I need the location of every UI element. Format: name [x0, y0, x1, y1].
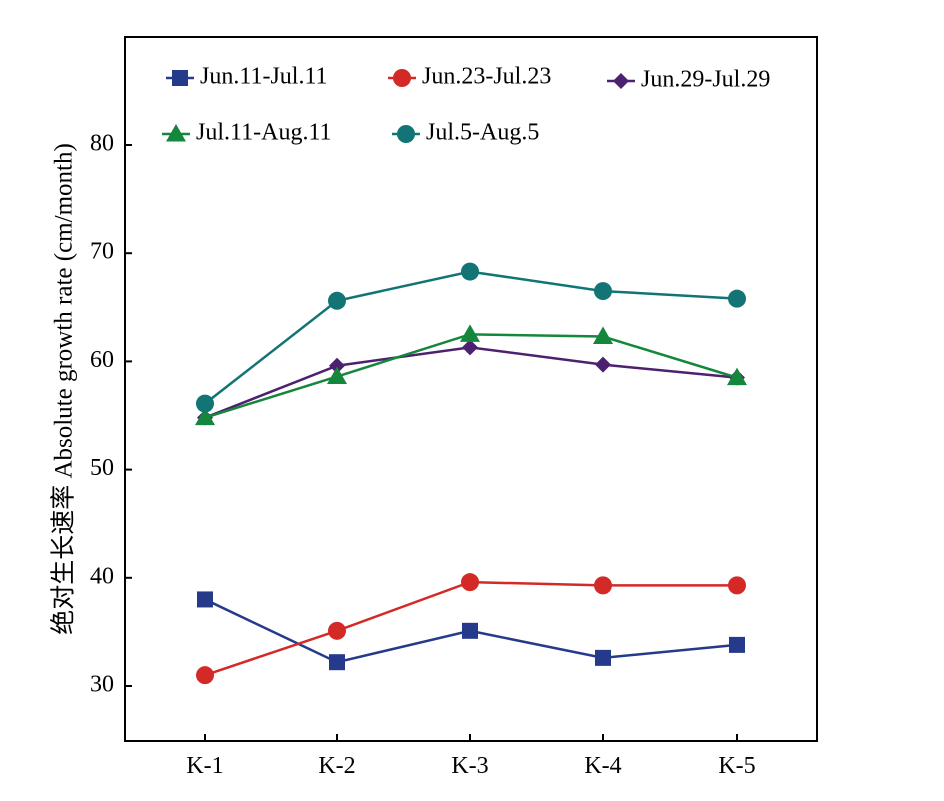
data-point [197, 591, 213, 608]
data-point [196, 666, 214, 685]
y-tick-label: 30 [90, 672, 114, 698]
series-layer [195, 262, 747, 685]
y-tick-label: 60 [90, 347, 114, 373]
data-point [196, 394, 214, 413]
data-point [594, 282, 612, 301]
data-point [595, 356, 611, 373]
series-4 [195, 324, 747, 426]
x-tick-label: K-1 [186, 753, 223, 779]
legend-marker [166, 124, 186, 142]
legend-label: Jun.29-Jul.29 [641, 67, 770, 93]
y-tick-label: 40 [90, 563, 114, 589]
series-3 [197, 339, 745, 426]
data-point [462, 339, 478, 356]
x-tick-label: K-5 [718, 753, 755, 779]
data-point [460, 324, 480, 342]
data-point [461, 262, 479, 281]
series-2 [196, 573, 746, 685]
x-axis: K-1 K-2 K-3 K-4 K-5 [186, 734, 756, 779]
data-point [594, 576, 612, 595]
legend-marker [397, 125, 415, 143]
data-point [728, 576, 746, 595]
legend-marker [393, 69, 411, 87]
y-tick-label: 70 [90, 239, 114, 265]
legend-item: Jun.11-Jul.11 [166, 64, 328, 90]
series-5 [196, 262, 746, 413]
data-point [462, 622, 478, 639]
legend-label: Jul.11-Aug.11 [196, 120, 332, 146]
data-point [727, 367, 747, 386]
legend-label: Jul.5-Aug.5 [426, 120, 539, 146]
series-line [204, 346, 738, 419]
data-point [328, 291, 346, 310]
legend-item: Jul.11-Aug.11 [162, 120, 332, 146]
legend-item: Jun.29-Jul.29 [607, 67, 770, 93]
y-axis: 30 40 50 60 70 80 [90, 131, 132, 698]
x-tick-label: K-3 [451, 753, 488, 779]
data-point [327, 366, 347, 385]
data-point [729, 636, 745, 653]
data-point [728, 289, 746, 308]
data-point [328, 621, 346, 640]
y-tick-label: 80 [90, 131, 114, 157]
legend: Jun.11-Jul.11 Jun.23-Jul.23 Jun.29-Jul.29 J… [162, 64, 770, 146]
data-point [329, 654, 345, 671]
legend-item: Jul.5-Aug.5 [392, 120, 539, 146]
y-axis-title: 绝对生长速率 Absolute growth rate (cm/month) [50, 143, 78, 635]
y-tick-label: 50 [90, 455, 114, 481]
data-point [195, 407, 215, 426]
legend-label: Jun.23-Jul.23 [422, 64, 551, 90]
data-point [329, 357, 345, 374]
series-1 [197, 591, 745, 671]
data-point [461, 573, 479, 592]
data-point [595, 649, 611, 666]
x-tick-label: K-2 [318, 753, 355, 779]
x-tick-label: K-4 [584, 753, 621, 779]
legend-label: Jun.11-Jul.11 [200, 64, 328, 90]
legend-marker [613, 73, 629, 89]
legend-marker [172, 70, 188, 86]
data-point [593, 326, 613, 345]
legend-item: Jun.23-Jul.23 [388, 64, 551, 90]
